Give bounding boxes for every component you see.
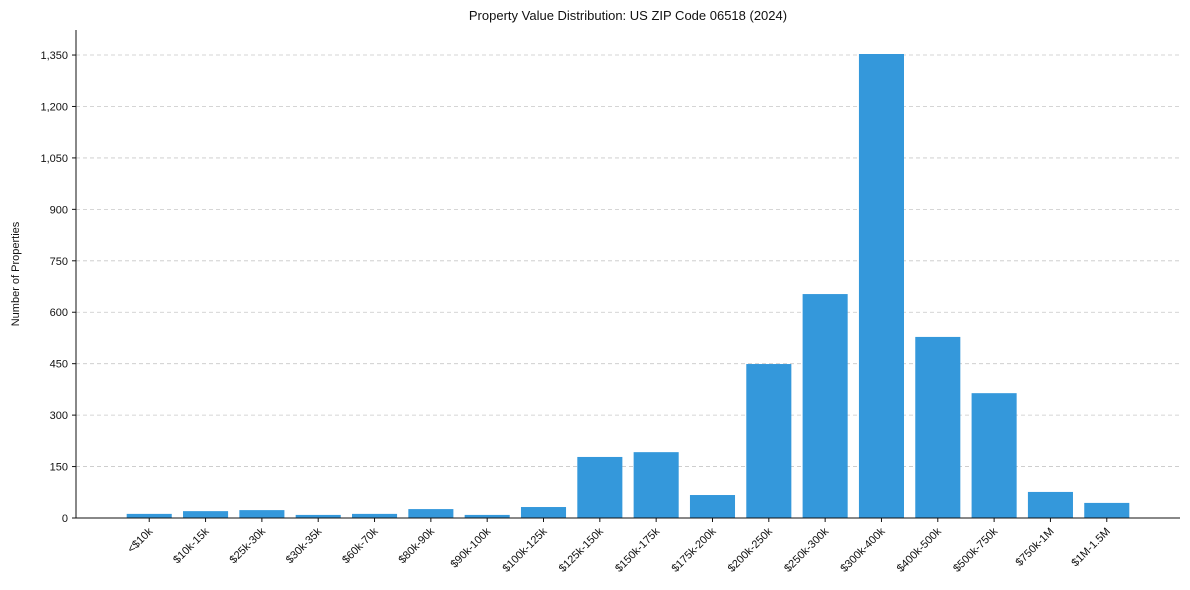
- bar: [1027, 491, 1073, 518]
- x-tick-label: $250k-300k: [782, 525, 831, 574]
- y-tick-label: 750: [50, 256, 68, 268]
- x-tick-label: $150k-175k: [613, 525, 662, 574]
- y-tick-label: 600: [50, 307, 68, 319]
- bar: [352, 513, 398, 518]
- x-tick-label: $1M-1.5M: [1069, 526, 1113, 570]
- y-tick-label: 1,050: [40, 153, 68, 165]
- bar: [633, 452, 679, 518]
- bar: [520, 507, 567, 518]
- bar: [971, 393, 1017, 518]
- y-tick-label: 300: [50, 410, 68, 422]
- chart-title: Property Value Distribution: US ZIP Code…: [468, 8, 788, 23]
- x-tick-label: $30k-35k: [284, 525, 325, 566]
- y-tick-label: 0: [62, 513, 68, 525]
- bar: [915, 336, 961, 518]
- y-tick-label: 900: [50, 204, 68, 216]
- x-tick-label: $400k-500k: [895, 525, 944, 574]
- bar: [689, 495, 736, 518]
- bar: [746, 364, 792, 518]
- y-tick-label: 150: [50, 462, 68, 474]
- bar: [858, 54, 904, 519]
- x-tick-label: $175k-200k: [669, 525, 718, 574]
- x-tick-label: $10k-15k: [171, 525, 212, 566]
- x-tick-label: <$10k: [125, 525, 155, 555]
- x-tick-label: $90k-100k: [448, 525, 493, 570]
- y-tick-label: 1,350: [40, 50, 68, 62]
- x-tick-label: $125k-150k: [557, 525, 606, 574]
- x-tick-label: $100k-125k: [500, 525, 549, 574]
- bar: [239, 510, 285, 518]
- y-axis-label: Number of Properties: [10, 221, 22, 326]
- x-tick-label: $500k-750k: [951, 525, 1000, 574]
- bar: [295, 514, 341, 518]
- x-tick-label: $200k-250k: [726, 525, 775, 574]
- y-tick-label: 1,200: [40, 101, 68, 113]
- x-tick-label: $750k-1M: [1013, 526, 1056, 569]
- bar: [408, 509, 454, 518]
- bar: [802, 294, 848, 518]
- bar: [126, 513, 172, 518]
- bar: [464, 514, 510, 518]
- y-tick-label: 450: [50, 359, 68, 371]
- x-tick-label: $25k-30k: [228, 525, 269, 566]
- bar: [577, 456, 623, 518]
- bar: [1084, 502, 1130, 518]
- x-tick-label: $60k-70k: [340, 525, 381, 566]
- x-tick-label: $300k-400k: [838, 525, 887, 574]
- x-tick-label: $80k-90k: [396, 525, 437, 566]
- bar: [183, 511, 229, 518]
